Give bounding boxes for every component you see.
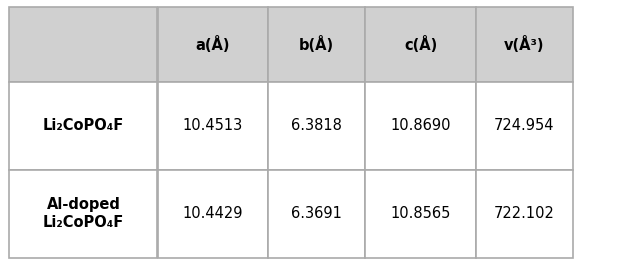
- Bar: [9, 170, 157, 258]
- Bar: [476, 170, 573, 258]
- Bar: [476, 82, 573, 170]
- Bar: [268, 7, 365, 82]
- Text: b(Å): b(Å): [299, 36, 334, 53]
- Text: 10.8690: 10.8690: [390, 118, 451, 133]
- Text: c(Å): c(Å): [404, 36, 437, 53]
- Text: v(Å³): v(Å³): [504, 36, 545, 53]
- Text: 6.3691: 6.3691: [291, 206, 342, 221]
- Bar: [158, 82, 268, 170]
- Text: a(Å): a(Å): [195, 36, 230, 53]
- Text: Li₂CoPO₄F: Li₂CoPO₄F: [43, 118, 124, 133]
- Bar: [365, 82, 476, 170]
- Text: 10.4429: 10.4429: [182, 206, 243, 221]
- Bar: [365, 7, 476, 82]
- Text: 724.954: 724.954: [494, 118, 555, 133]
- Text: Al-doped
Li₂CoPO₄F: Al-doped Li₂CoPO₄F: [43, 197, 124, 230]
- Text: 10.8565: 10.8565: [391, 206, 450, 221]
- Text: 10.4513: 10.4513: [183, 118, 243, 133]
- Bar: [9, 7, 157, 82]
- Text: 6.3818: 6.3818: [291, 118, 342, 133]
- Bar: [158, 7, 268, 82]
- Bar: [476, 7, 573, 82]
- Bar: [365, 170, 476, 258]
- Bar: [268, 170, 365, 258]
- Text: 722.102: 722.102: [494, 206, 555, 221]
- Bar: [158, 170, 268, 258]
- Bar: [268, 82, 365, 170]
- Bar: [9, 82, 157, 170]
